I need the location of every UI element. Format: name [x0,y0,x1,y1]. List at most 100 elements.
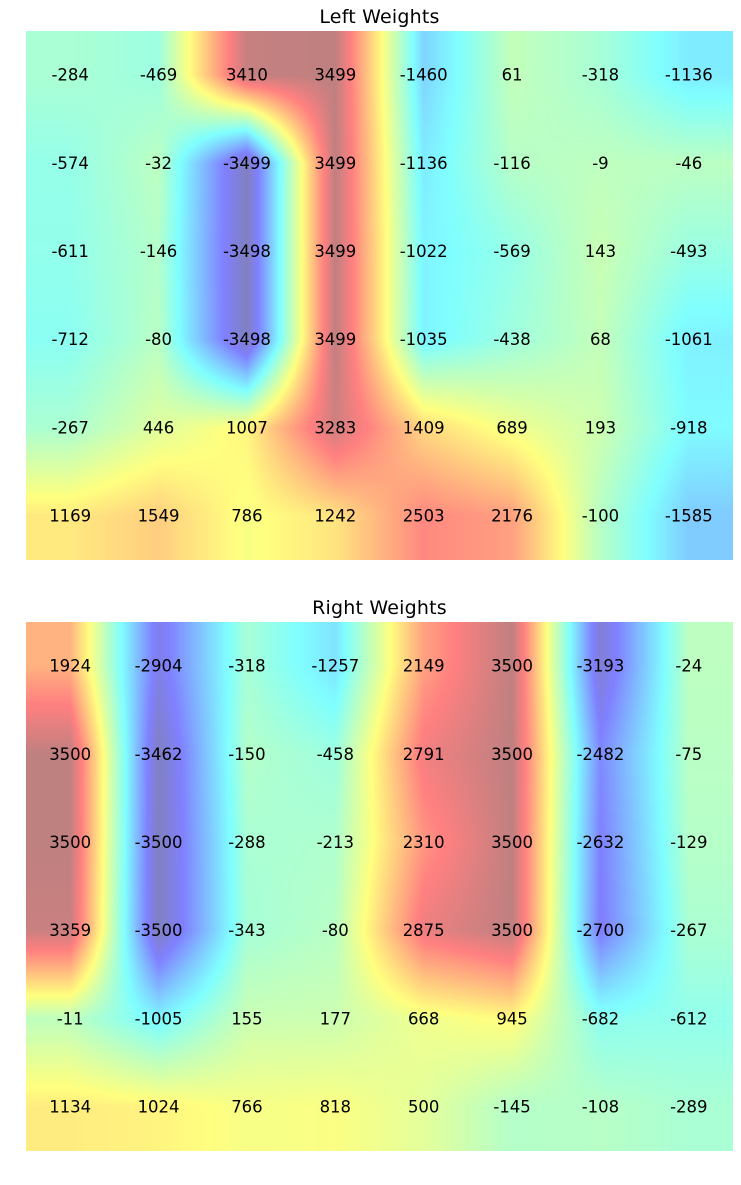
cell-value-label: 3410 [226,66,268,85]
cell-value-label: 193 [585,418,617,437]
cell-value-label: -3499 [223,154,271,173]
cell-value-label: -213 [317,833,354,852]
cell-value-label: 1242 [314,506,356,525]
cell-value-label: 2875 [403,921,445,940]
cell-value-label: -11 [57,1009,84,1028]
cell-value-label: -318 [228,657,265,676]
cell-value-label: 766 [231,1097,263,1116]
cell-value-label: 1169 [49,506,91,525]
cell-value-label: -75 [675,745,702,764]
cell-value-label: 1007 [226,418,268,437]
cell-value-label: 3500 [491,833,533,852]
cell-value-label: -289 [670,1097,707,1116]
cell-value-label: -1136 [665,66,713,85]
cell-value-label: -682 [582,1009,619,1028]
cell-value-label: -1136 [400,154,448,173]
cell-value-label: -46 [675,154,702,173]
cell-value-label: -569 [493,242,530,261]
cell-value-label: 1409 [403,418,445,437]
cell-value-label: -2632 [576,833,624,852]
cell-value-label: 155 [231,1009,263,1028]
cell-value-label: -3500 [135,921,183,940]
cell-value-label: -284 [51,66,88,85]
cell-value-label: -712 [51,330,88,349]
cell-value-label: 2310 [403,833,445,852]
cell-value-label: -2904 [135,657,183,676]
cell-value-label: 3359 [49,921,91,940]
right-weights-heatmap: 1924 -2904 -318 -1257 2149 3500 -3193 -24 3500 -3… [26,622,733,1151]
cell-value-label: -24 [675,657,702,676]
cell-value-label: 1134 [49,1097,91,1116]
cell-value-label: 2791 [403,745,445,764]
cell-value-label: -1022 [400,242,448,261]
cell-value-label: 2149 [403,657,445,676]
cell-value-label: -438 [493,330,530,349]
cell-value-label: -918 [670,418,707,437]
cell-value-label: -343 [228,921,265,940]
cell-value-label: -1460 [400,66,448,85]
cell-value-label: 3499 [314,330,356,349]
cell-value-label: 1924 [49,657,91,676]
cell-value-label: 1024 [138,1097,180,1116]
cell-value-label: -32 [145,154,172,173]
cell-value-label: 143 [585,242,617,261]
cell-value-label: 818 [320,1097,352,1116]
cell-value-label: 61 [502,66,523,85]
cell-value-label: -150 [228,745,265,764]
cell-value-label: -267 [51,418,88,437]
cell-value-label: 3499 [314,66,356,85]
cell-value-label: -1005 [135,1009,183,1028]
cell-value-label: -80 [145,330,172,349]
cell-value-label: 3499 [314,154,356,173]
cell-value-label: -1035 [400,330,448,349]
heatmap-background [26,622,733,1151]
cell-value-label: 3500 [49,745,91,764]
cell-value-label: 945 [496,1009,528,1028]
cell-value-label: -611 [51,242,88,261]
cell-value-label: 3500 [491,921,533,940]
cell-value-label: 2503 [403,506,445,525]
cell-value-label: -9 [592,154,608,173]
heatmap-background [26,31,733,560]
cell-value-label: -108 [582,1097,619,1116]
cell-value-label: -1061 [665,330,713,349]
cell-value-label: -318 [582,66,619,85]
cell-value-label: 177 [320,1009,352,1028]
cell-value-label: -493 [670,242,707,261]
cell-value-label: -1257 [311,657,359,676]
cell-value-label: -612 [670,1009,707,1028]
cell-value-label: -3498 [223,242,271,261]
cell-value-label: -100 [582,506,619,525]
cell-value-label: 3500 [491,745,533,764]
cell-value-label: 500 [408,1097,440,1116]
cell-value-label: -146 [140,242,177,261]
cell-value-label: -267 [670,921,707,940]
cell-value-label: 3500 [491,657,533,676]
cell-value-label: -469 [140,66,177,85]
left-weights-heatmap: -284 -469 3410 3499 -1460 61 -318 -1136 -574 -32 -… [26,31,733,560]
cell-value-label: -129 [670,833,707,852]
cell-value-label: -3500 [135,833,183,852]
cell-value-label: 1549 [138,506,180,525]
right-weights-title: Right Weights [312,597,447,619]
cell-value-label: 689 [496,418,528,437]
cell-value-label: -3498 [223,330,271,349]
cell-value-label: 446 [143,418,175,437]
cell-value-label: 3283 [314,418,356,437]
cell-value-label: -2700 [576,921,624,940]
cell-value-label: 68 [590,330,611,349]
cell-value-label: 668 [408,1009,440,1028]
cell-value-label: -2482 [576,745,624,764]
cell-value-label: 786 [231,506,263,525]
cell-value-label: -1585 [665,506,713,525]
cell-value-label: -3193 [576,657,624,676]
cell-value-label: 3499 [314,242,356,261]
left-weights-svg: -284 -469 3410 3499 -1460 61 -318 -1136 -574 -32 -… [26,31,733,560]
left-weights-title: Left Weights [319,6,440,28]
cell-value-label: -116 [493,154,530,173]
right-weights-svg: 1924 -2904 -318 -1257 2149 3500 -3193 -24 3500 -3… [26,622,733,1151]
cell-value-label: -3462 [135,745,183,764]
cell-value-label: 2176 [491,506,533,525]
cell-value-label: -80 [322,921,349,940]
cell-value-label: -574 [51,154,88,173]
